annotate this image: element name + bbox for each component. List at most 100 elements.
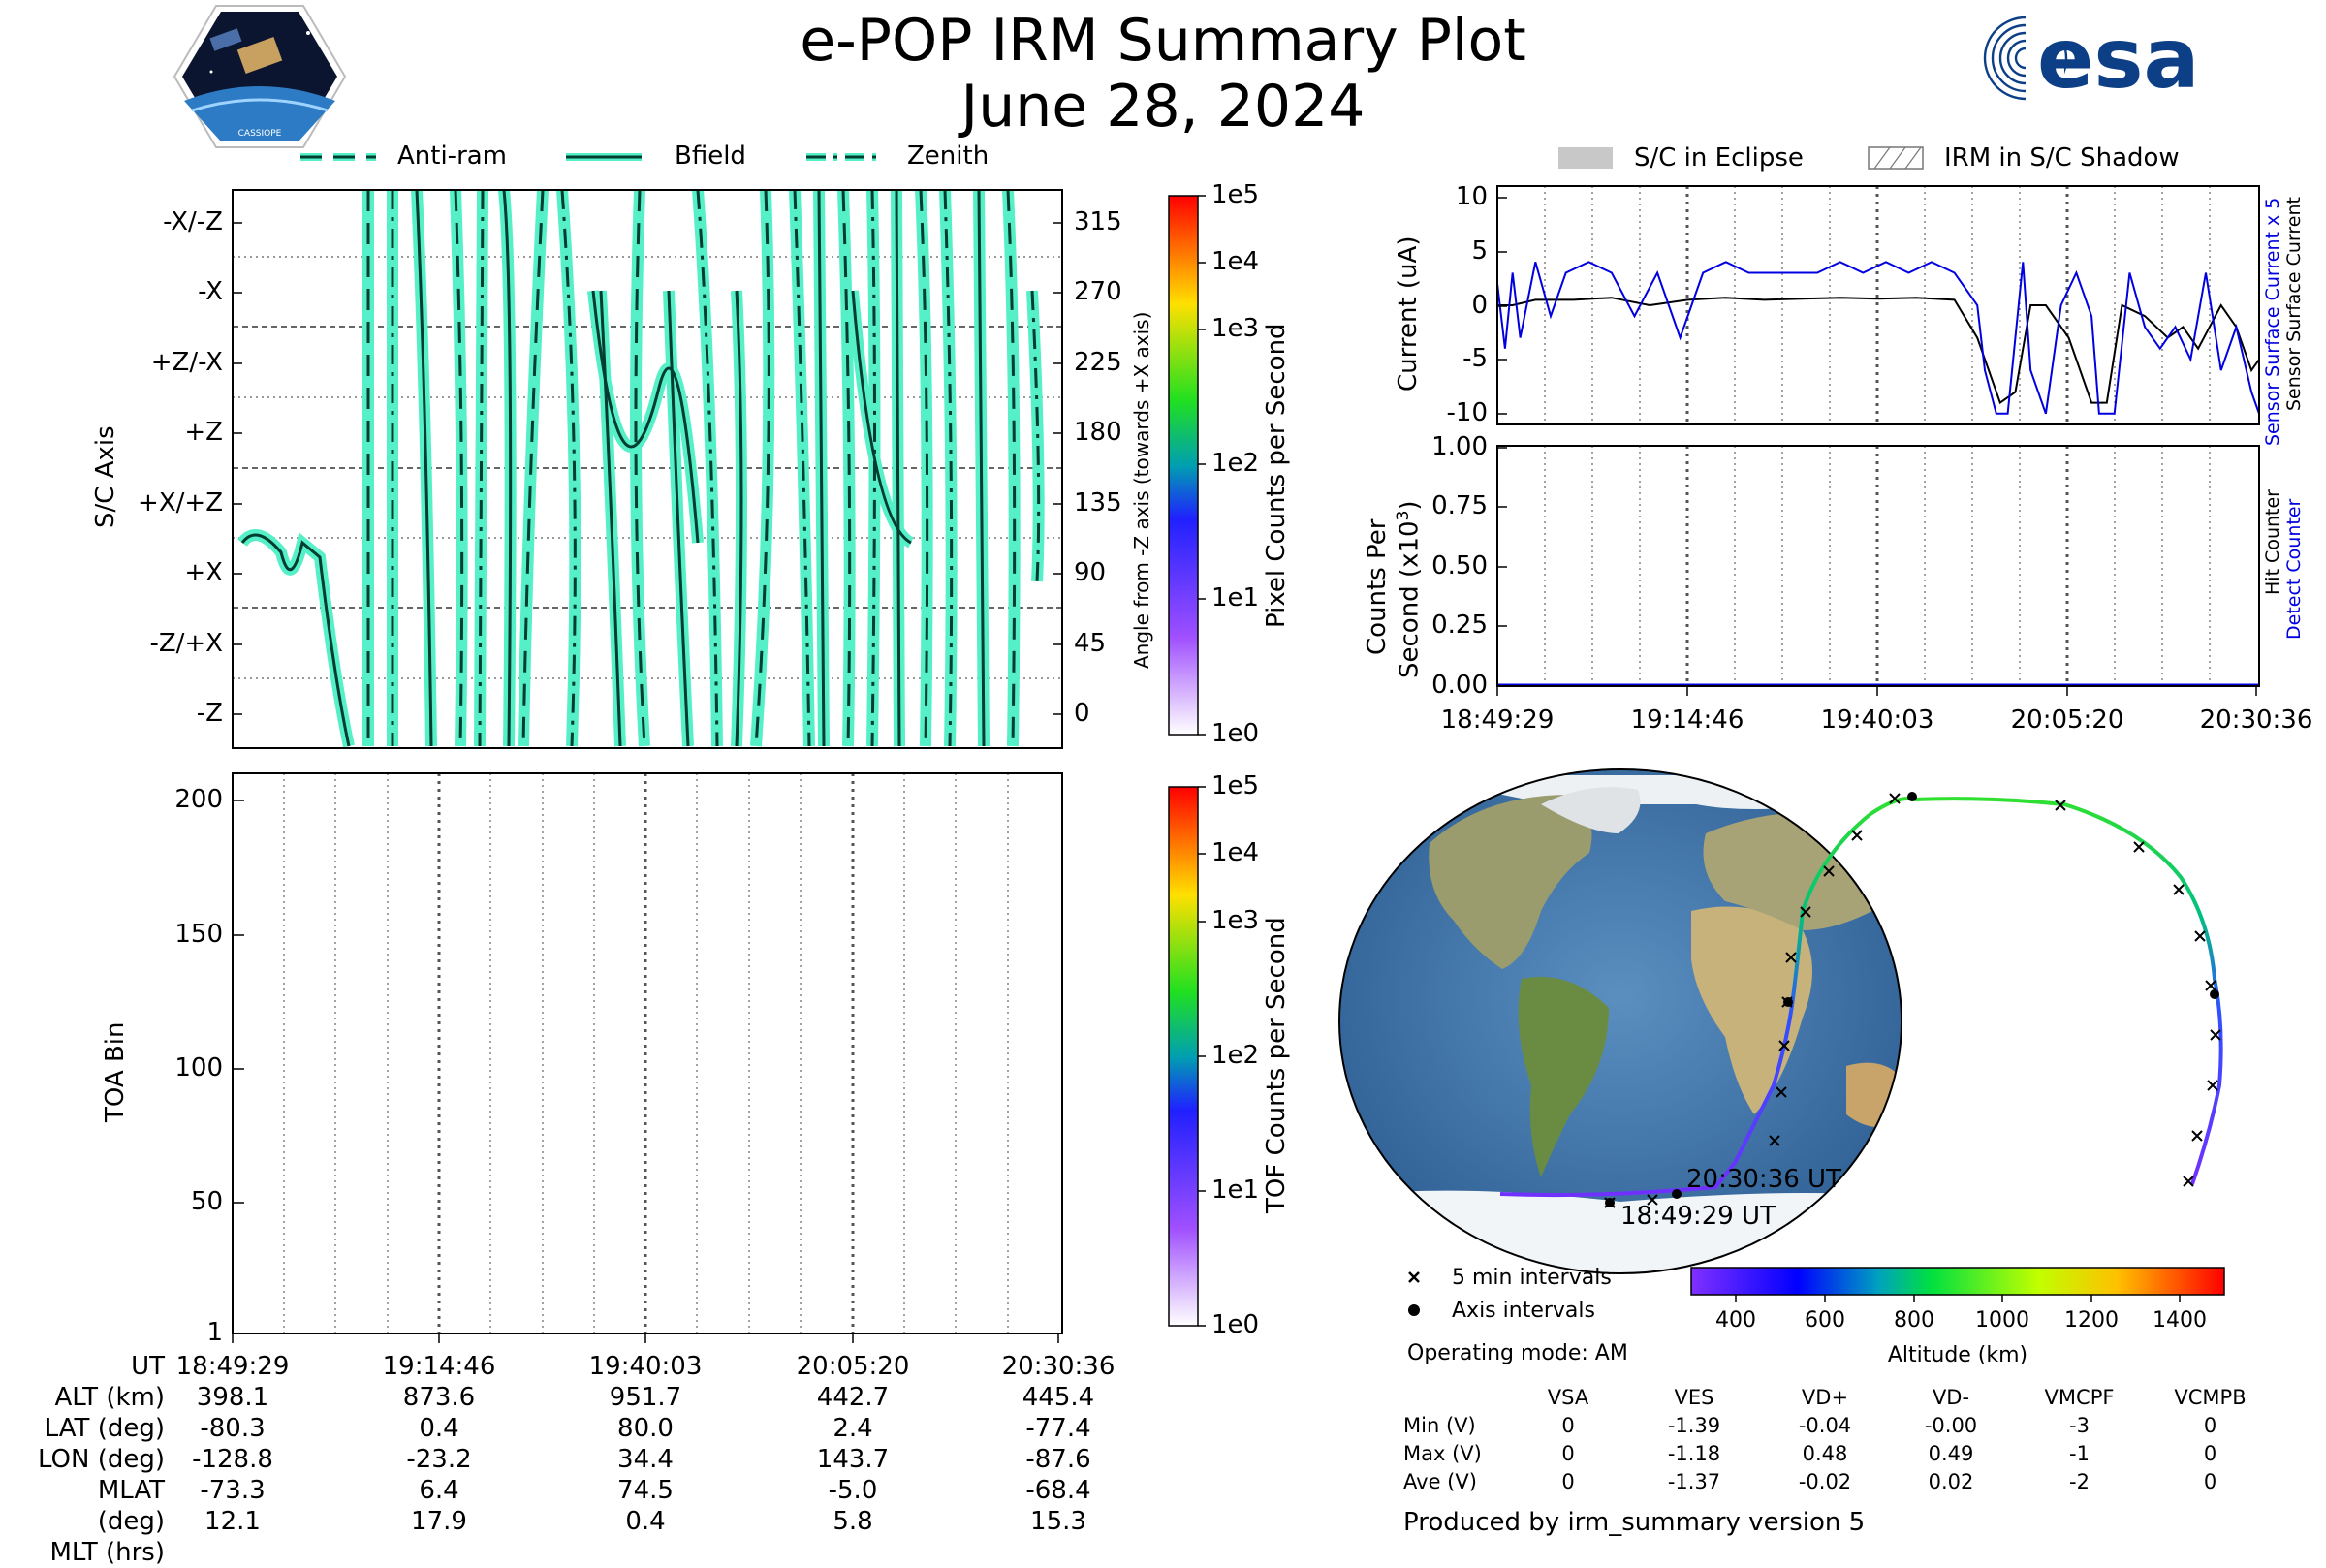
voltage-cell: 0.02 [1928,1470,1974,1493]
counts-right-label-black: Hit Counter [2262,489,2283,595]
voltage-cell: 0 [2203,1414,2217,1437]
orientation-right-label: Angle from -Z axis (towards +X axis) [1130,311,1153,669]
orientation-right-tick-6: 45 [1074,629,1107,658]
pixel-cb-tick-0: 1e5 [1211,180,1260,209]
voltage-row-label: Max (V) [1403,1442,1482,1465]
counts-xtick-1: 19:14:46 [1630,706,1744,735]
orientation-left-tick-6: -Z/+X [149,629,223,658]
counts-tick-3: 0.25 [1431,611,1488,640]
alt-cb-tick-5: 1400 [2153,1308,2207,1333]
tof-cb-tick-2: 1e3 [1211,906,1260,935]
orientation-left-tick-4: +X/+Z [138,488,223,517]
eclipse-swatch [1558,147,1613,169]
toa-tick-2: 100 [174,1053,223,1082]
voltage-header: VSA [1547,1386,1589,1409]
ephem-cell: 20:30:36 [1001,1352,1116,1381]
ephem-cell: -23.2 [406,1445,472,1474]
voltage-cell: -3 [2069,1414,2090,1437]
toa-panel [232,772,1063,1343]
ephem-cell: 80.0 [617,1414,674,1443]
orientation-curves [237,190,1045,748]
toa-tick-3: 50 [190,1187,223,1216]
tof-colorbar [1168,786,1206,1327]
voltage-row-label: Min (V) [1403,1414,1476,1437]
ephem-cell: 74.5 [617,1476,674,1505]
voltage-header: VD- [1932,1386,1970,1409]
ephem-cell: 19:14:46 [382,1352,496,1381]
counts-panel [1496,445,2260,696]
voltage-cell: 0.49 [1928,1442,1974,1465]
legend-bfield: Bfield [675,141,746,171]
counts-tick-2: 0.50 [1431,551,1488,580]
alt-cb-tick-4: 1200 [2064,1308,2119,1333]
orientation-panel [232,189,1063,749]
tof-cb-tick-0: 1e5 [1211,771,1260,800]
ephem-cell: 19:40:03 [588,1352,703,1381]
pixel-cb-tick-4: 1e1 [1211,583,1260,612]
current-tick-1: 5 [1471,236,1488,266]
pixel-cb-tick-5: 1e0 [1211,719,1260,748]
pixel-colorbar [1168,195,1206,736]
voltage-row-label: Ave (V) [1403,1470,1477,1493]
pixel-cb-tick-1: 1e4 [1211,247,1260,276]
cassiope-logo: CASSIOPE [173,4,347,149]
current-panel [1496,185,2260,425]
ephem-cell: 398.1 [196,1383,269,1412]
esa-logo-text: esa [2037,11,2200,107]
voltage-cell: 0 [1561,1470,1575,1493]
ephemeris-table: UT ALT (km) LAT (deg) LON (deg) MLAT (de… [29,1351,1144,1567]
current-tick-3: -5 [1462,344,1488,373]
tof-cb-tick-4: 1e1 [1211,1176,1260,1205]
series-surface-current [1497,297,2260,405]
orientation-left-tick-2: +Z/-X [150,348,223,377]
orientation-legend: Anti-ram Bfield Zenith [291,140,1066,174]
current-tick-0: 10 [1455,182,1488,211]
alt-cb-label: Altitude (km) [1887,1343,2028,1367]
ephem-cell: -80.3 [200,1414,266,1443]
ephem-row-label: UT [131,1352,165,1381]
ephem-cell: 0.4 [625,1507,666,1536]
ephem-cell: -73.3 [200,1476,266,1505]
ephem-cell: 873.6 [402,1383,476,1412]
current-tick-2: 0 [1471,291,1488,320]
legend-shadow: IRM in S/C Shadow [1944,143,2180,172]
tof-cb-tick-5: 1e0 [1211,1310,1260,1339]
legend-cross-marker [1408,1271,1420,1283]
alt-cb-tick-3: 1000 [1975,1308,2029,1333]
counts-xtick-0: 18:49:29 [1440,706,1555,735]
track-start-label: 18:49:29 UT [1620,1202,1776,1231]
ephem-cell: -128.8 [192,1445,273,1474]
cassiope-logo-text: CASSIOPE [238,129,282,139]
current-tick-4: -10 [1446,398,1488,427]
pixel-cb-tick-3: 1e2 [1211,449,1260,478]
ephem-cell: 5.8 [833,1507,873,1536]
ephem-cell: 951.7 [609,1383,682,1412]
voltage-cell: -2 [2069,1470,2090,1493]
tof-cb-tick-1: 1e4 [1211,838,1260,867]
voltage-cell: -1.37 [1667,1470,1721,1493]
orientation-ylabel: S/C Axis [91,425,120,528]
counts-ylabel-line1: Counts Per [1363,518,1392,655]
pixel-cb-label: Pixel Counts per Second [1262,323,1291,628]
ephem-row-label: ALT (km) [54,1383,165,1412]
ephem-cell: 18:49:29 [175,1352,290,1381]
orientation-left-tick-7: -Z [196,699,223,728]
ephem-cell: 143.7 [816,1445,890,1474]
alt-cb-tick-1: 600 [1805,1308,1845,1333]
page-title: e-POP IRM Summary Plot [800,7,1526,75]
voltage-header [1403,1384,1510,1412]
counts-xtick-4: 20:30:36 [2199,706,2313,735]
shadow-swatch [1868,146,1924,170]
voltage-cell: 0 [1561,1442,1575,1465]
orientation-left-tick-5: +X [184,558,223,587]
orientation-right-tick-7: 0 [1074,699,1090,728]
ephem-row-label: LAT (deg) [44,1414,165,1443]
ephem-cell: 17.9 [411,1507,467,1536]
toa-ylabel: TOA Bin [101,1021,130,1122]
ephem-row-label: MLAT (deg) [97,1476,165,1536]
ephem-cell: 20:05:20 [796,1352,910,1381]
ephem-cell: 445.4 [1022,1383,1095,1412]
toa-tick-0: 200 [174,785,223,814]
voltage-cell: -1 [2069,1442,2090,1465]
